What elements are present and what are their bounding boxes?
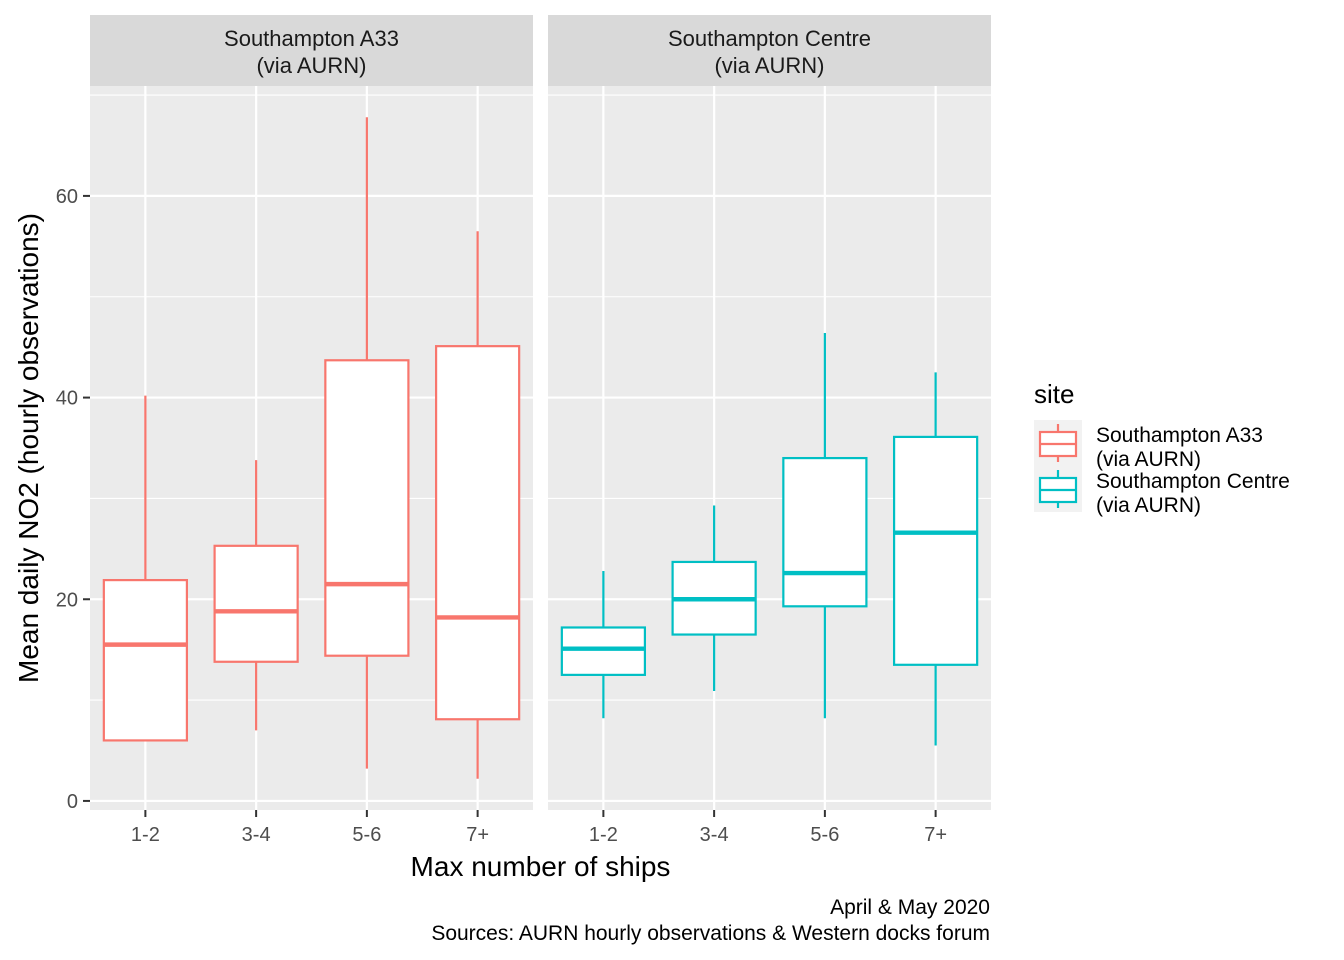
x-axis-title: Max number of ships [411,851,671,882]
box [213,544,299,663]
y-axis-title: Mean daily NO2 (hourly observations) [13,213,44,683]
box [892,435,979,666]
facet-strip-1 [548,15,991,86]
y-tick-label: 20 [56,589,78,611]
x-tick-label: 7+ [924,824,947,846]
y-tick-label: 0 [67,791,78,813]
facet-title-line: Southampton A33 [224,26,399,51]
caption-line: Sources: AURN hourly observations & West… [431,922,990,945]
caption-line: April & May 2020 [830,896,990,919]
x-tick-label: 7+ [466,824,489,846]
legend-item-label: Southampton Centre [1096,470,1290,493]
facet-title-line: Southampton Centre [668,26,871,51]
box [560,626,647,676]
x-tick-label: 1-2 [589,824,618,846]
legend-item-label: Southampton A33 [1096,424,1263,447]
box [434,345,521,721]
box [324,359,410,657]
y-tick-label: 60 [56,186,78,208]
legend-item-label: (via AURN) [1096,494,1201,517]
facet-title-line: (via AURN) [256,53,366,78]
x-tick-label: 3-4 [700,824,729,846]
y-tick-label: 40 [56,388,78,410]
facet-title-line: (via AURN) [714,53,824,78]
facet-strip-0 [90,15,533,86]
x-tick-label: 5-6 [352,824,381,846]
x-tick-label: 5-6 [810,824,839,846]
x-tick-label: 1-2 [131,824,160,846]
box [782,456,868,608]
box [102,578,189,742]
x-tick-label: 3-4 [242,824,271,846]
legend-item-label: (via AURN) [1096,448,1201,471]
legend-title: site [1034,379,1074,409]
